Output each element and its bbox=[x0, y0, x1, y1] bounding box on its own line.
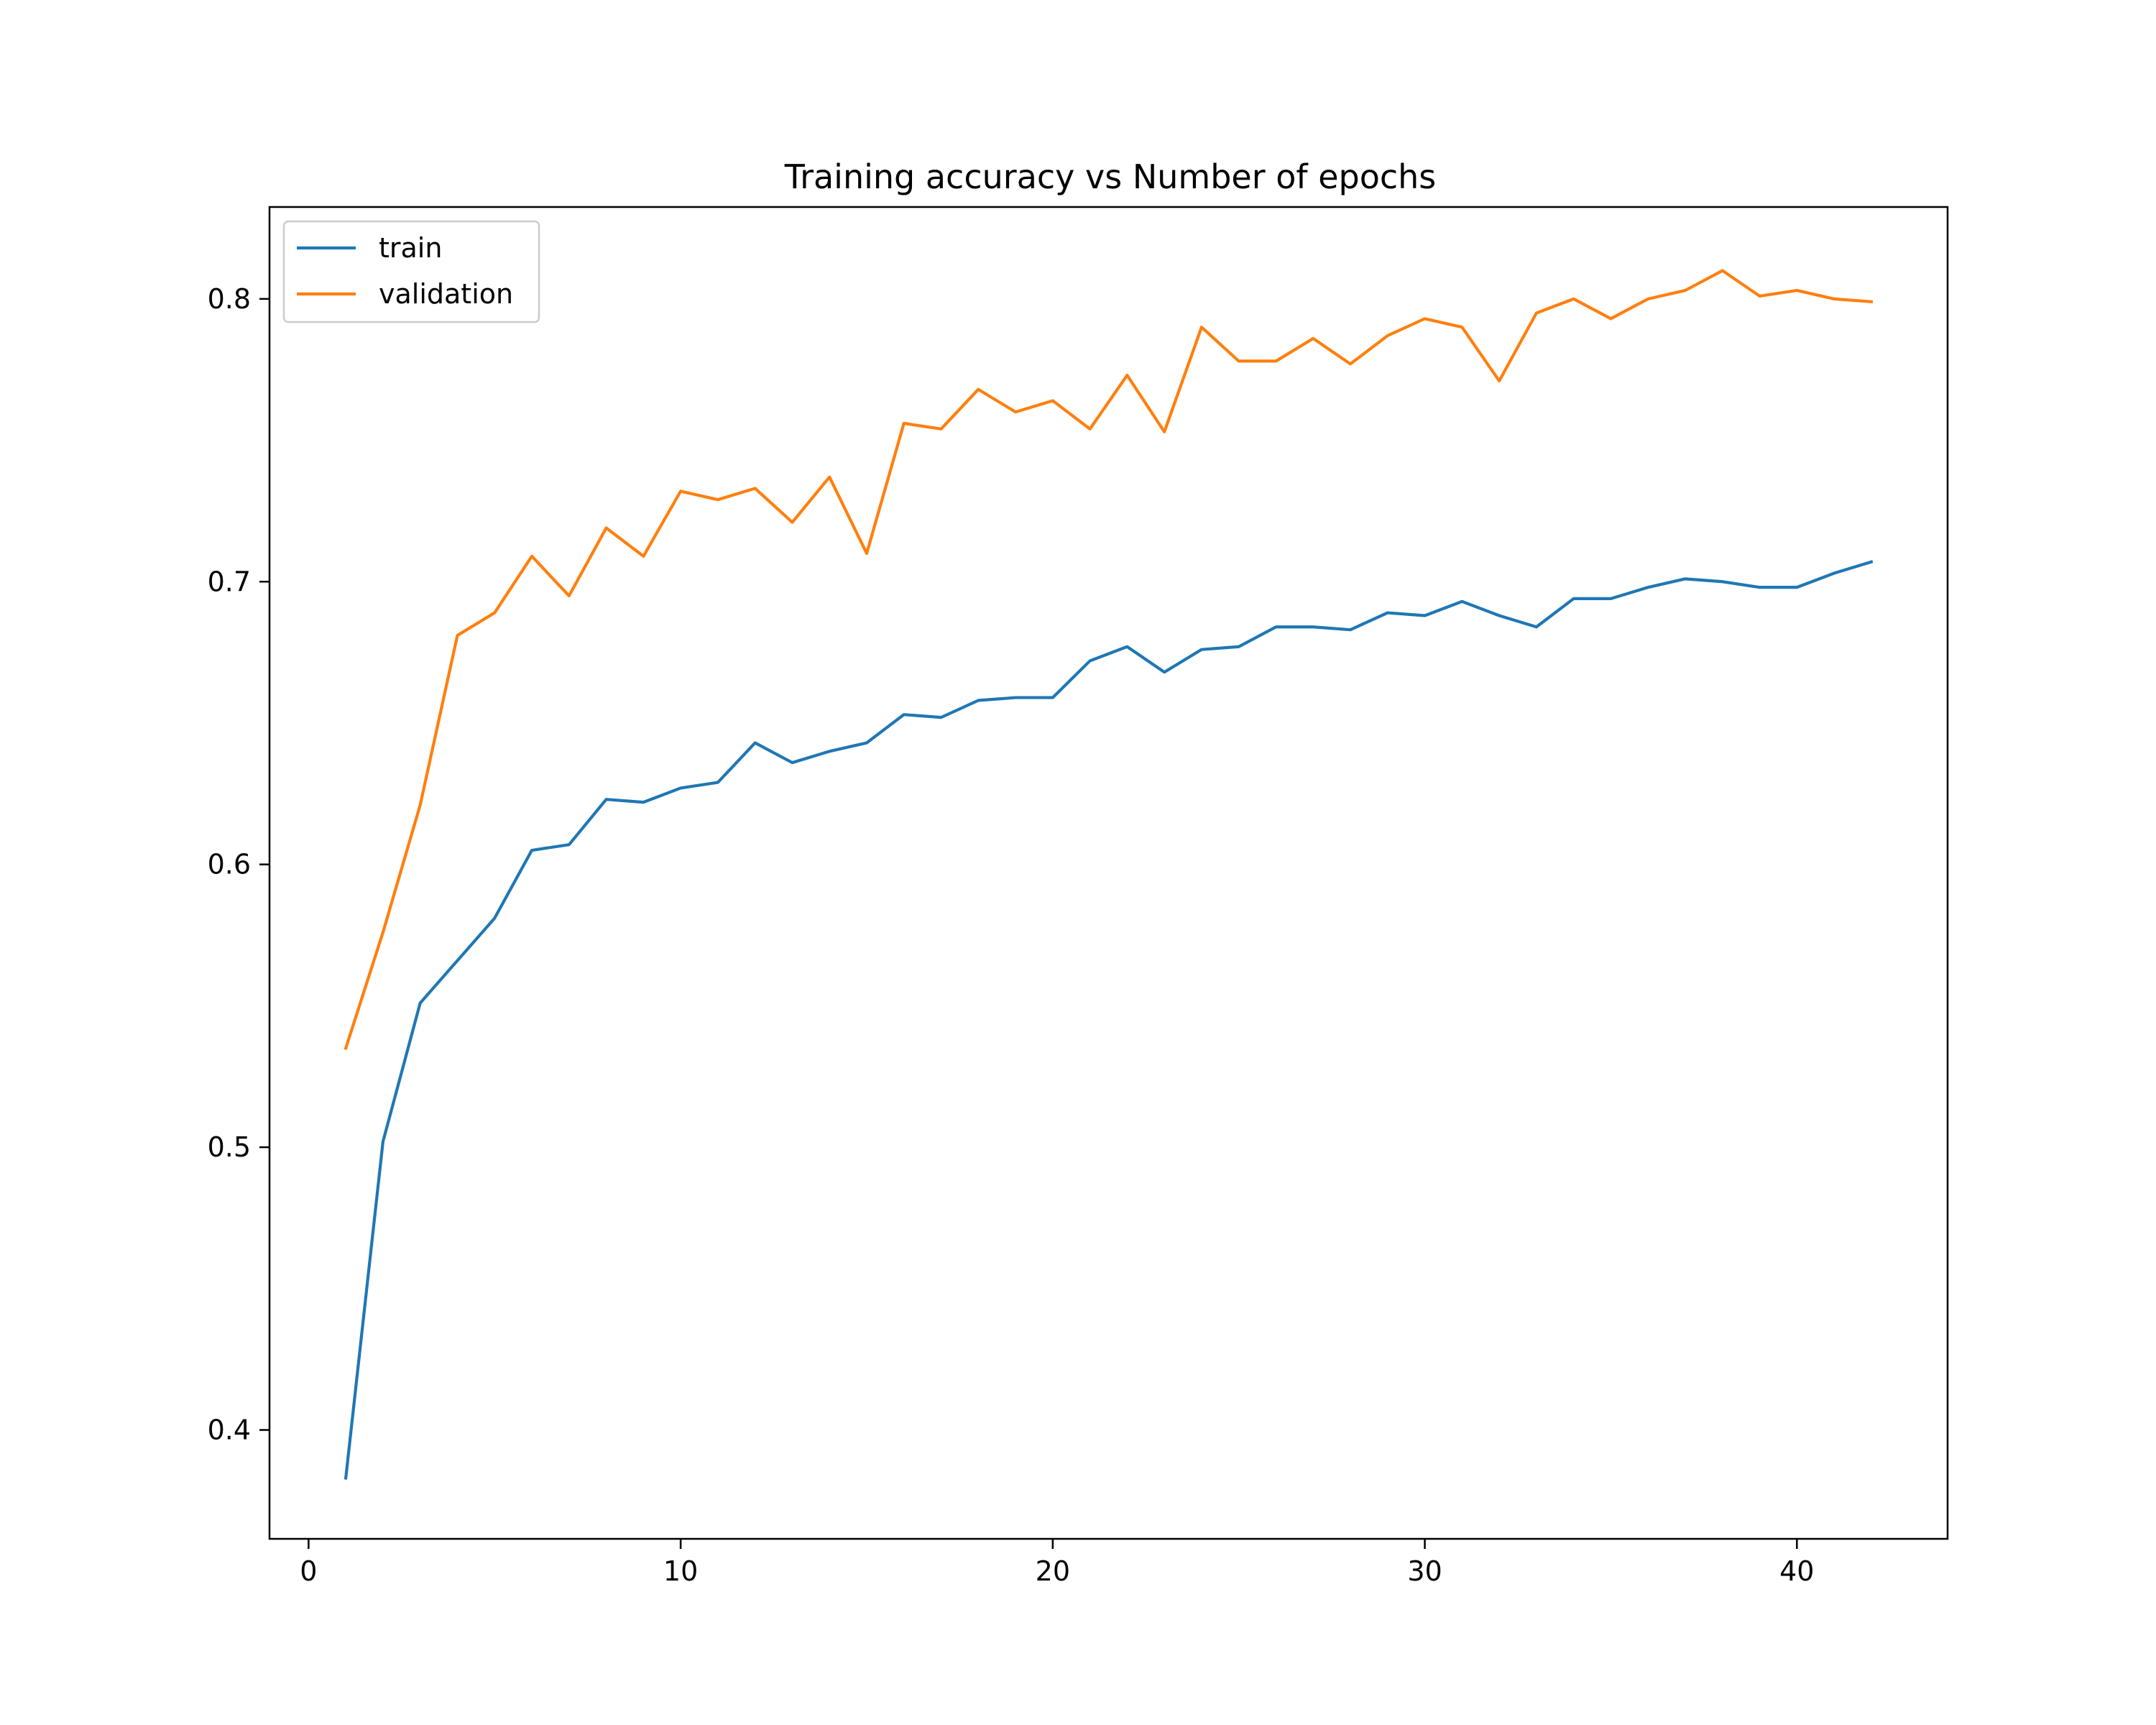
y-tick-label: 0.5 bbox=[208, 1131, 251, 1163]
plot-background bbox=[270, 207, 1948, 1539]
x-tick-label: 0 bbox=[300, 1555, 317, 1587]
x-tick-label: 40 bbox=[1779, 1555, 1814, 1587]
y-tick-label: 0.8 bbox=[208, 283, 251, 315]
legend: train validation bbox=[282, 220, 540, 323]
series-line-validation bbox=[344, 269, 1874, 1051]
series-layer bbox=[344, 269, 1874, 1480]
x-tick-label: 20 bbox=[1036, 1555, 1070, 1587]
y-tick-label: 0.4 bbox=[208, 1414, 251, 1446]
axes-frame bbox=[268, 206, 1949, 1540]
chart-title: Training accuracy vs Number of epochs bbox=[784, 157, 1437, 196]
y-tick-label: 0.7 bbox=[208, 566, 251, 597]
legend-label-train: train bbox=[379, 232, 442, 264]
axes-layer: 0 10 20 30 40 0.4 0.5 0.6 0.7 0.8 bbox=[208, 206, 1949, 1587]
x-tick-label: 30 bbox=[1407, 1555, 1442, 1587]
plot-area bbox=[270, 207, 1948, 1539]
legend-label-validation: validation bbox=[379, 278, 513, 310]
y-tick-label: 0.6 bbox=[208, 849, 251, 880]
x-tick-label: 10 bbox=[663, 1555, 698, 1587]
series-line-train bbox=[344, 560, 1874, 1480]
